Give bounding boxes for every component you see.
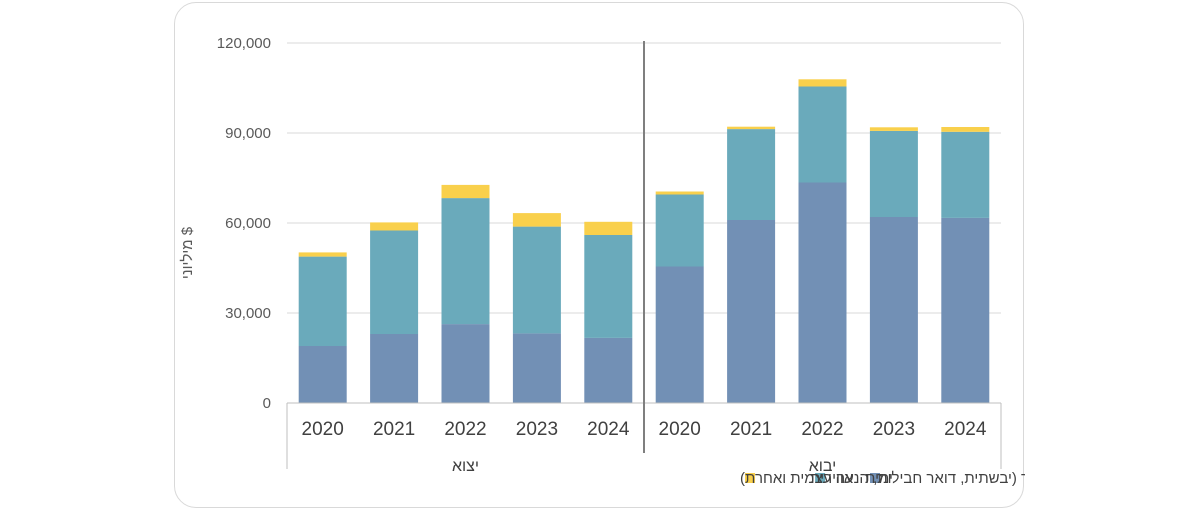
y-tick-label: 60,000 (225, 215, 271, 232)
legend-swatch (745, 473, 756, 483)
chart-frame: 0 30,000 60,000 90,000 120,000 מיליוני $ 202… (174, 2, 1025, 508)
bar-segment (869, 130, 918, 217)
bar-segment (370, 230, 419, 334)
bar-segment (655, 194, 704, 267)
bar-segment (798, 79, 847, 87)
x-tick-label: 2023 (873, 419, 915, 440)
legend-label: ימית (865, 470, 893, 487)
bar-segment (869, 127, 918, 131)
bar-segment (727, 129, 776, 220)
bar-segment (584, 235, 633, 338)
bar-segment (512, 333, 561, 403)
x-tick-label: 2020 (302, 419, 344, 440)
y-axis-label: מיליוני $ (179, 226, 196, 279)
legend-swatch (815, 473, 826, 483)
x-tick-label: 2023 (516, 419, 558, 440)
bar-segment (298, 256, 347, 346)
x-axis-categories: 2020 2021 2022 2023 2024 2020 2021 2022 2023 2024 (302, 419, 987, 440)
bar-segment (798, 86, 847, 183)
y-tick-label: 30,000 (225, 305, 271, 322)
legend-label: אחר (יבשתית, דואר חבילות, הנעה עצמית ואח… (740, 470, 1025, 487)
group-label: יצוא (452, 458, 479, 475)
bar-segment (298, 346, 347, 403)
legend-swatch (870, 473, 880, 483)
y-tick-label: 120,000 (217, 35, 271, 52)
bar-segment (441, 324, 490, 403)
bar-segment (441, 184, 490, 199)
bar-segment (370, 222, 419, 231)
bar-segment (655, 266, 704, 403)
bar-segment (941, 127, 990, 132)
stacked-bar-chart: 0 30,000 60,000 90,000 120,000 מיליוני $ 202… (179, 35, 1025, 487)
bar-segment (941, 217, 990, 403)
bar-segment (727, 126, 776, 130)
legend-label: אווירית (810, 470, 854, 487)
x-tick-label: 2021 (373, 419, 415, 440)
x-tick-label: 2024 (587, 419, 630, 440)
bar-segment (941, 131, 990, 218)
x-tick-label: 2022 (801, 419, 843, 440)
bar-segment (512, 213, 561, 227)
bar-segment (798, 182, 847, 403)
bar-segment (441, 198, 490, 325)
y-tick-label: 0 (263, 395, 271, 412)
bar-segment (655, 191, 704, 195)
bar-segment (584, 337, 633, 403)
x-axis (286, 41, 1002, 469)
x-tick-label: 2024 (944, 419, 987, 440)
y-tick-label: 90,000 (225, 125, 271, 142)
x-axis-groups: יצוא יבוא (452, 458, 836, 475)
x-tick-label: 2021 (730, 419, 772, 440)
bar-segment (584, 221, 633, 235)
bar-segment (727, 220, 776, 403)
bar-segment (370, 334, 419, 403)
bar-segment (298, 252, 347, 257)
bar-segment (512, 226, 561, 334)
group-label: יבוא (809, 458, 837, 475)
x-tick-label: 2022 (444, 419, 486, 440)
bar-segment (869, 217, 918, 403)
y-axis-ticks: 0 30,000 60,000 90,000 120,000 (217, 35, 271, 412)
bars (298, 79, 990, 403)
x-tick-label: 2020 (659, 419, 701, 440)
